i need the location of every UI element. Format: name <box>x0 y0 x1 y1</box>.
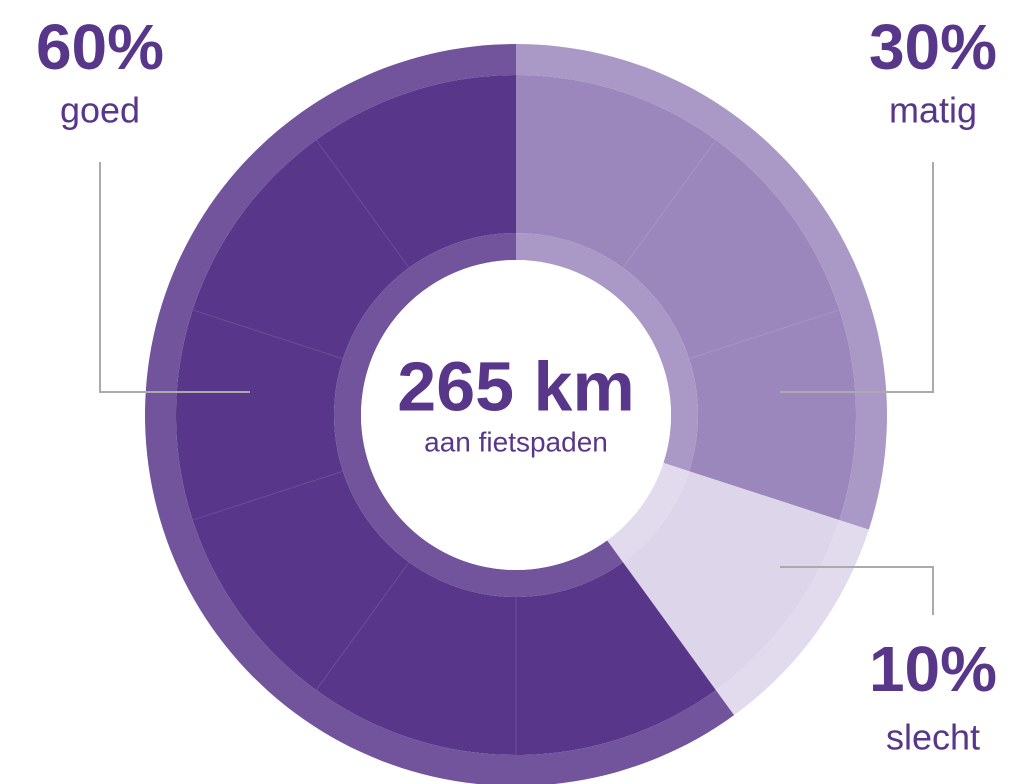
category-label: matig <box>889 90 977 131</box>
leader-line <box>780 566 934 615</box>
slice-divider <box>192 309 344 360</box>
center-sublabel: aan fietspaden <box>424 426 608 457</box>
leader-line <box>780 162 934 393</box>
leader-line <box>99 162 250 393</box>
donut-hole <box>361 260 671 570</box>
donut-outer-rim <box>715 520 869 716</box>
slice-divider <box>315 561 410 691</box>
donut-slice <box>516 75 856 521</box>
value-label: 10% <box>869 633 997 705</box>
value-label: 30% <box>869 11 997 83</box>
donut-outer-rim <box>516 44 887 530</box>
donut-inner-rim <box>333 233 623 597</box>
slice-divider <box>688 309 840 360</box>
category-label: slecht <box>886 717 980 758</box>
center-label: 265 km <box>397 347 634 425</box>
slice-divider <box>315 139 410 269</box>
slice-divider <box>192 470 344 521</box>
donut-slice <box>176 75 716 755</box>
donut-inner-rim <box>607 462 690 563</box>
value-label: 60% <box>36 11 164 83</box>
donut-slice <box>622 471 840 691</box>
donut-inner-rim <box>516 233 699 472</box>
category-label: goed <box>60 90 140 131</box>
slice-divider <box>622 139 717 269</box>
